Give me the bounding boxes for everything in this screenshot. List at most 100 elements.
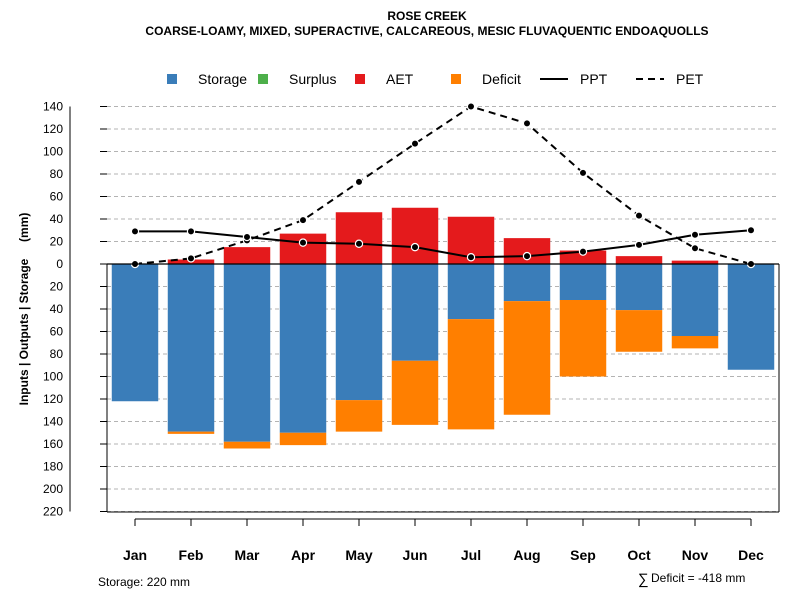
bar-aet — [671, 260, 719, 264]
bar-aet — [615, 256, 663, 264]
y-tick-label: 80 — [50, 167, 64, 181]
y-tick-label: 160 — [43, 437, 63, 451]
series-line-ppt — [135, 229, 752, 259]
legend-swatch-storage — [167, 74, 177, 84]
bar-storage — [615, 264, 663, 311]
point-ppt — [522, 251, 532, 261]
bar-aet — [279, 233, 327, 264]
y-tick-label: 40 — [50, 212, 64, 226]
y-tick-label: 60 — [50, 190, 64, 204]
bar-deficit — [671, 336, 719, 349]
series-line-pet — [134, 105, 752, 265]
bar-deficit — [447, 319, 495, 430]
point-pet — [298, 215, 308, 225]
bar-aet — [391, 207, 439, 264]
y-tick-label: 100 — [43, 370, 63, 384]
bar-storage — [279, 264, 327, 433]
point-ppt — [186, 227, 196, 236]
x-tick-label: Mar — [235, 547, 260, 563]
bar-storage — [335, 264, 383, 401]
legend-label-aet: AET — [386, 71, 414, 87]
point-ppt — [690, 230, 700, 239]
bar-deficit — [279, 432, 327, 446]
point-ppt — [242, 232, 252, 242]
bar-storage — [167, 264, 215, 432]
y-tick-label: 20 — [50, 235, 64, 249]
axes: 1401201008060402002040608010012014016018… — [43, 100, 780, 563]
legend-label-ppt: PPT — [580, 71, 608, 87]
point-pet — [690, 244, 700, 253]
x-tick-label: Apr — [291, 547, 316, 563]
legend-swatch-deficit — [451, 74, 461, 84]
storage-note: Storage: 220 mm — [98, 575, 190, 589]
x-tick-label: Nov — [682, 547, 709, 563]
legend-label-storage: Storage — [198, 71, 247, 87]
point-ppt — [298, 238, 308, 247]
point-ppt — [130, 227, 140, 236]
point-ppt — [578, 247, 588, 256]
x-tick-label: Dec — [738, 547, 764, 563]
chart-title: ROSE CREEK — [387, 9, 467, 23]
bar-aet — [335, 212, 383, 264]
bar-deficit — [503, 301, 551, 415]
point-ppt — [746, 226, 756, 235]
point-ppt — [410, 242, 420, 252]
bar-storage — [391, 264, 439, 361]
point-ppt — [466, 253, 476, 262]
point-pet — [466, 102, 476, 111]
bar-storage — [447, 264, 495, 320]
bar-aet — [223, 247, 271, 264]
bar-storage — [503, 264, 551, 302]
y-tick-label: 140 — [43, 100, 63, 114]
point-pet — [410, 139, 420, 148]
legend: Storage Surplus AET Deficit PPT PET — [167, 71, 704, 87]
point-pet — [578, 168, 588, 178]
point-ppt — [634, 240, 644, 250]
deficit-sum-symbol: ∑ — [638, 571, 649, 588]
point-pet — [186, 254, 196, 263]
bar-deficit — [615, 310, 663, 352]
y-tick-label: 0 — [56, 257, 63, 271]
bar-deficit — [335, 400, 383, 432]
x-tick-label: Jul — [461, 547, 481, 563]
point-pet — [522, 119, 532, 128]
x-tick-label: Oct — [627, 547, 651, 563]
y-tick-label: 180 — [43, 460, 63, 474]
x-tick-label: May — [345, 547, 372, 563]
x-tick-label: Aug — [513, 547, 540, 563]
chart-subtitle: COARSE-LOAMY, MIXED, SUPERACTIVE, CALCAR… — [145, 24, 708, 38]
y-tick-label: 20 — [50, 280, 64, 294]
y-tick-label: 60 — [50, 325, 64, 339]
bar-storage — [111, 264, 159, 402]
point-ppt — [354, 239, 364, 248]
bar-storage — [671, 264, 719, 336]
y-axis-label: Inputs | Outputs | Storage (mm) — [17, 213, 31, 406]
bars-group — [111, 207, 775, 449]
bar-deficit — [167, 431, 215, 434]
gridlines — [107, 106, 779, 512]
bar-deficit — [391, 360, 439, 425]
bar-aet — [559, 250, 607, 264]
legend-label-pet: PET — [676, 71, 704, 87]
x-tick-label: Feb — [179, 547, 204, 563]
y-tick-label: 40 — [50, 302, 64, 316]
legend-label-surplus: Surplus — [289, 71, 336, 87]
x-tick-label: Jan — [123, 547, 147, 563]
point-pet — [634, 211, 644, 220]
lines-group — [130, 102, 756, 269]
y-tick-label: 100 — [43, 145, 63, 159]
bar-deficit — [223, 441, 271, 449]
y-tick-label: 120 — [43, 122, 63, 136]
y-tick-label: 200 — [43, 482, 63, 496]
y-tick-label: 140 — [43, 415, 63, 429]
point-pet — [354, 177, 364, 187]
y-tick-label: 80 — [50, 347, 64, 361]
bar-storage — [559, 264, 607, 300]
x-tick-label: Jun — [403, 547, 428, 563]
y-tick-label: 120 — [43, 392, 63, 406]
bar-storage — [727, 264, 775, 370]
x-tick-label: Sep — [570, 547, 596, 563]
deficit-note: Deficit = -418 mm — [651, 571, 745, 585]
bar-storage — [223, 264, 271, 442]
